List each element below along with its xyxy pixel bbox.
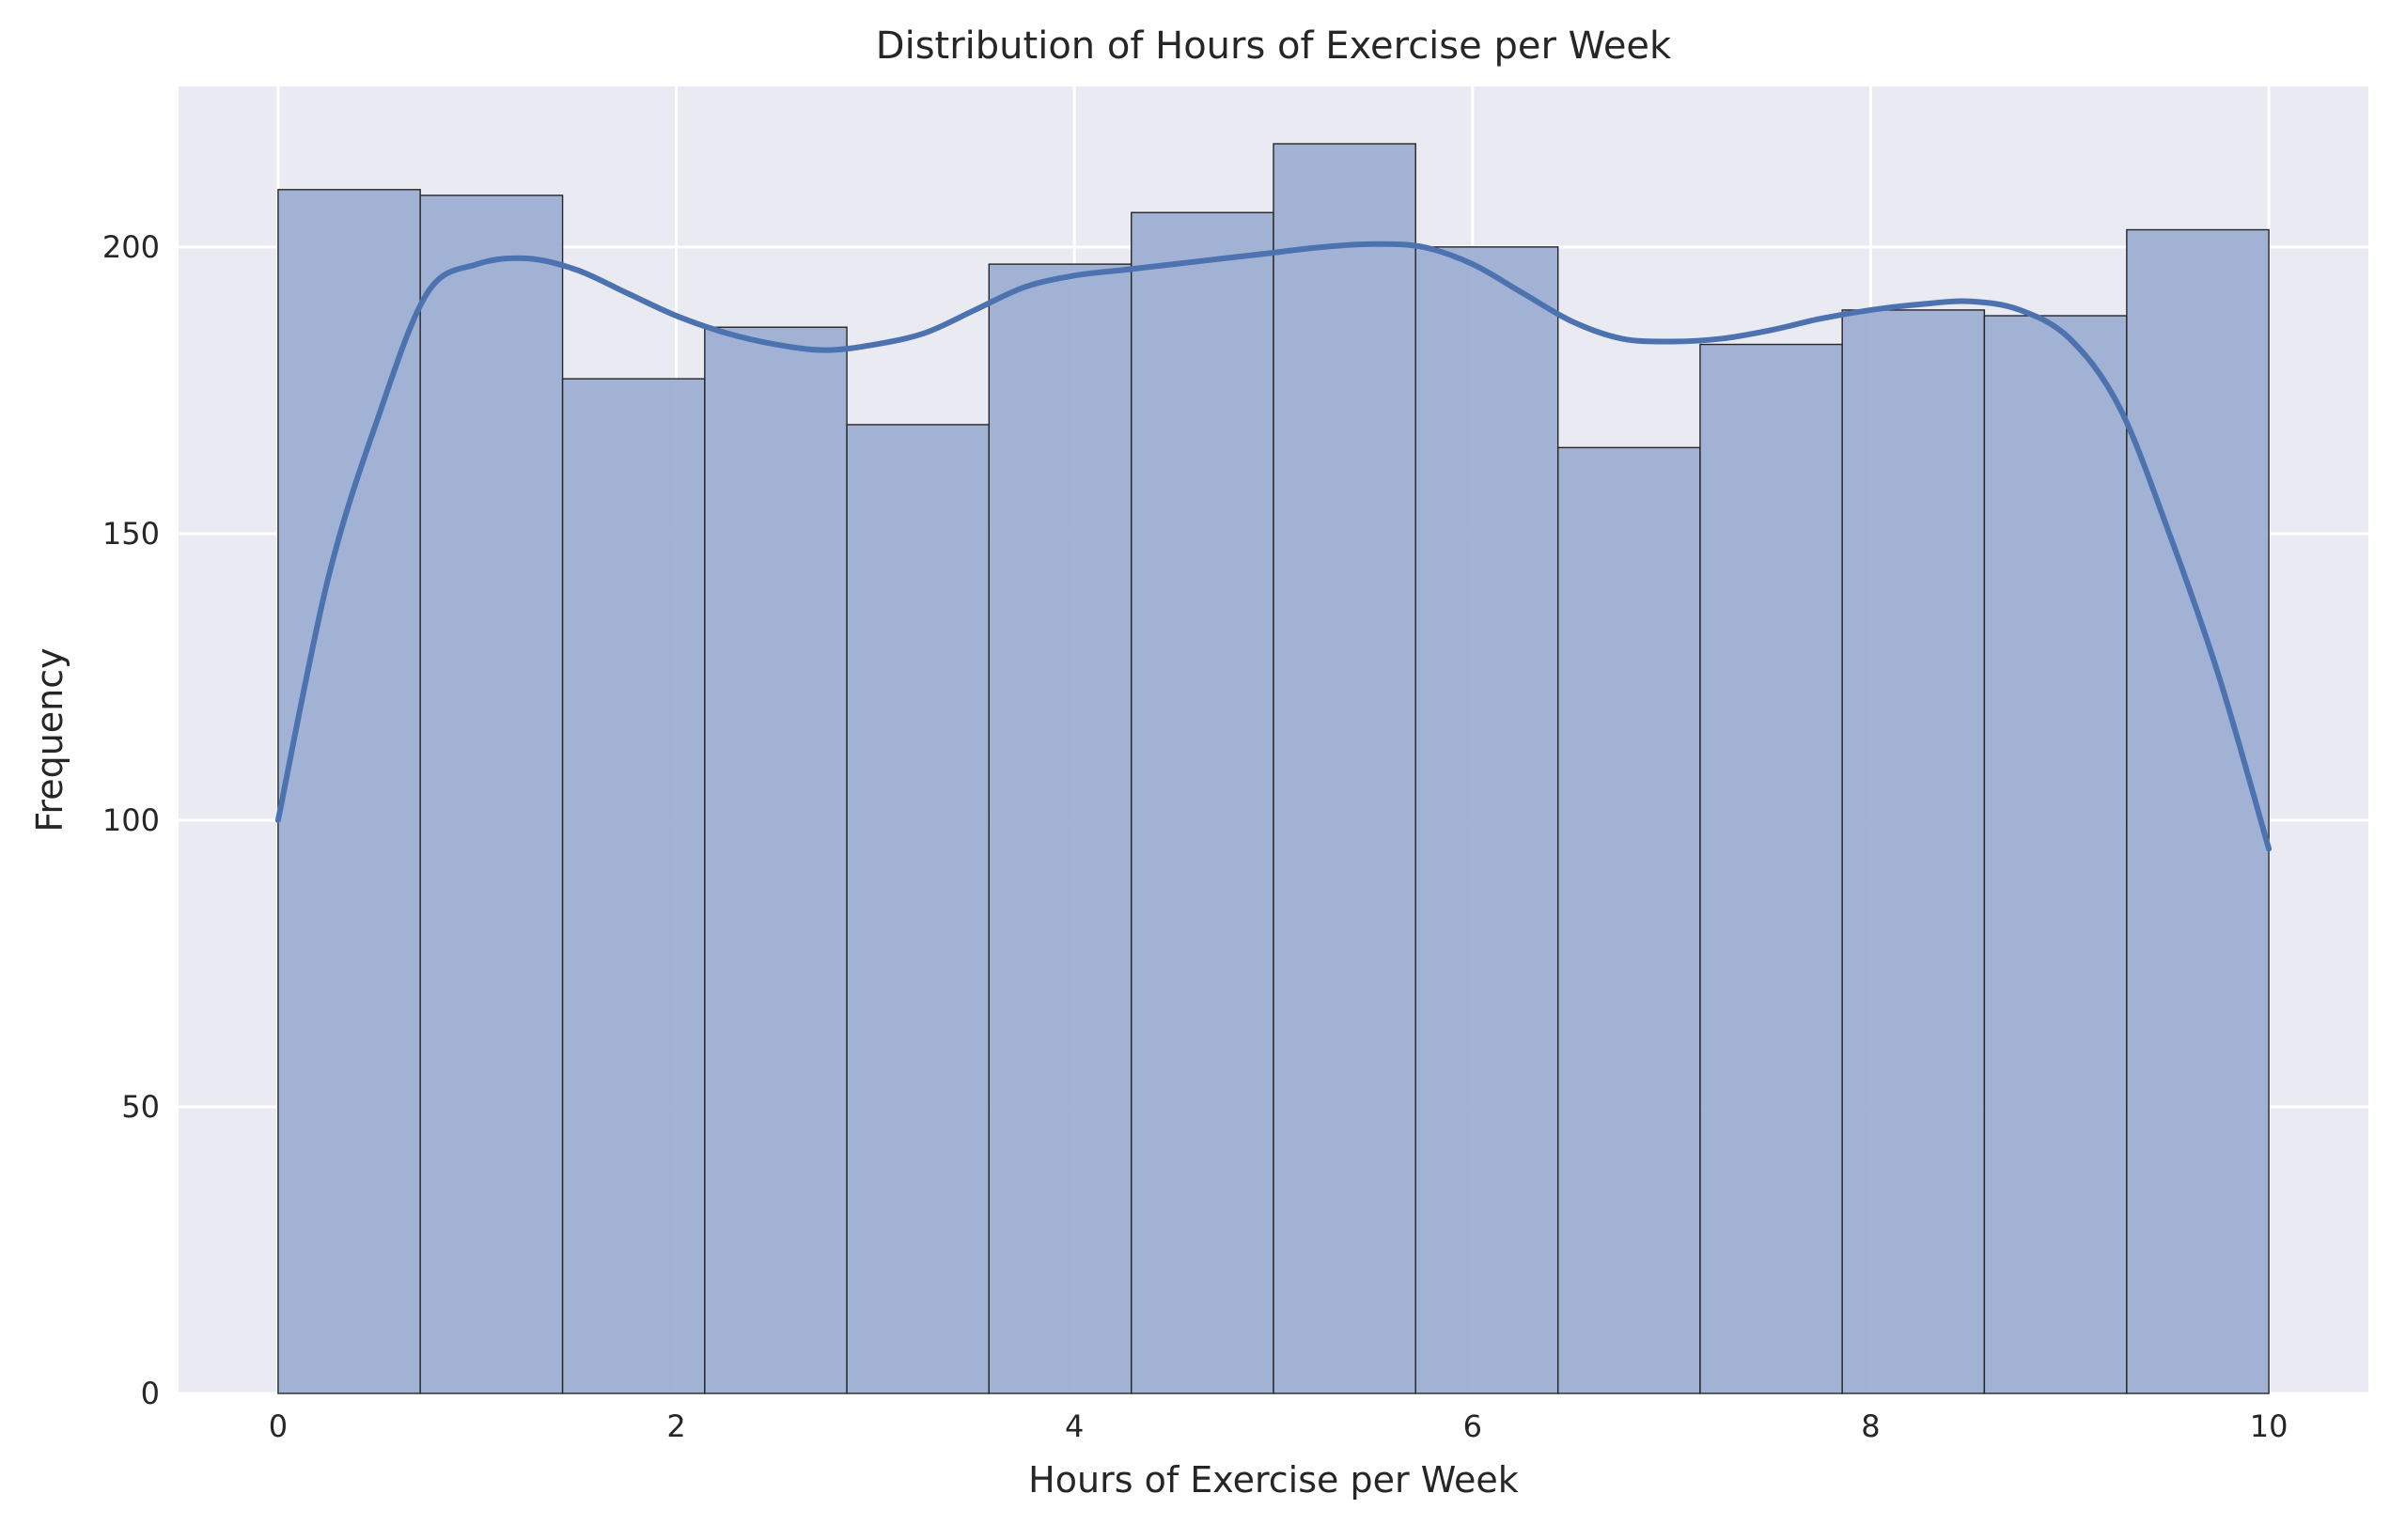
chart-title: Distribution of Hours of Exercise per We…: [876, 24, 1672, 68]
x-tick-label: 0: [269, 1408, 288, 1444]
histogram-bar: [1273, 143, 1416, 1394]
histogram-bar: [704, 326, 848, 1394]
histogram-bar: [1841, 309, 1986, 1394]
histogram-bar: [1414, 246, 1559, 1394]
x-tick-label: 2: [666, 1408, 685, 1444]
x-tick-label: 6: [1463, 1408, 1482, 1444]
histogram-bar: [1699, 343, 1843, 1394]
kde-curve: [274, 241, 2273, 852]
y-axis-ticks: 0 50 100 150 200: [102, 229, 160, 1411]
histogram-bar: [561, 378, 706, 1394]
x-tick-label: 8: [1861, 1408, 1880, 1444]
x-axis-label: Hours of Exercise per Week: [1028, 1459, 1519, 1501]
histogram-bars: [277, 143, 2270, 1394]
histogram-bar: [1983, 315, 2128, 1394]
y-axis-label: Frequency: [29, 647, 70, 832]
histogram-bar: [1556, 446, 1701, 1394]
y-tick-label: 200: [102, 229, 160, 265]
histogram-bar: [846, 424, 991, 1394]
x-axis-ticks: 0 2 4 6 8 10: [269, 1408, 2288, 1444]
x-tick-label: 10: [2250, 1408, 2288, 1444]
y-tick-label: 0: [141, 1376, 160, 1411]
y-tick-label: 50: [121, 1089, 160, 1125]
histogram-bar: [1131, 211, 1274, 1394]
y-tick-label: 100: [102, 802, 160, 838]
x-tick-label: 4: [1065, 1408, 1084, 1444]
histogram-bar: [988, 263, 1133, 1394]
y-tick-label: 150: [102, 516, 160, 552]
histogram-bar: [419, 194, 564, 1394]
histogram-bar: [277, 189, 421, 1394]
histogram-bar: [2126, 228, 2270, 1394]
